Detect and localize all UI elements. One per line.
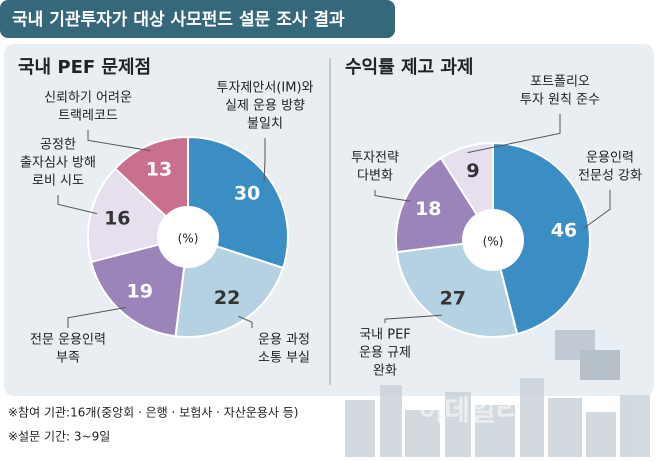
donut-slice bbox=[113, 135, 189, 218]
value-label: 22 bbox=[214, 287, 240, 309]
donut-slice bbox=[187, 135, 289, 270]
category-label: 소통 부실 bbox=[258, 351, 310, 366]
category-label: 투자전략 bbox=[351, 151, 399, 166]
category-label: 트랙레코드 bbox=[58, 109, 118, 124]
category-label: 포트폴리오 bbox=[530, 75, 590, 90]
donut-slice bbox=[89, 243, 186, 338]
donut-slice bbox=[395, 156, 479, 254]
leader-line bbox=[384, 314, 442, 323]
value-label: 19 bbox=[126, 280, 152, 302]
leader-line bbox=[263, 138, 266, 182]
chart-title: 국내 PEF 문제점 bbox=[18, 57, 151, 78]
category-label: 운용인력 bbox=[586, 151, 634, 166]
category-label: 운용 과정 bbox=[258, 333, 310, 348]
category-label: 투자제안서(IM)와 bbox=[217, 81, 314, 96]
category-label: 신뢰하기 어려운 bbox=[44, 91, 132, 106]
donut-slice bbox=[395, 242, 519, 338]
category-label: 부족 bbox=[56, 351, 80, 366]
category-label: 완화 bbox=[373, 364, 397, 379]
donut-slice bbox=[174, 245, 285, 338]
watermark: 이데일리 bbox=[418, 394, 521, 427]
value-label: 9 bbox=[466, 160, 479, 182]
leader-line bbox=[467, 114, 561, 154]
value-label: 18 bbox=[415, 198, 441, 220]
donut-slice bbox=[439, 141, 494, 217]
page-title: 국내 기관투자가 대상 사모펀드 설문 조사 결과 bbox=[12, 10, 345, 30]
footnote: ※설문 기간: 3~9일 bbox=[8, 430, 110, 444]
category-label: 전문성 강화 bbox=[578, 169, 642, 184]
leader-line bbox=[67, 307, 126, 328]
center-label: (%) bbox=[178, 232, 199, 246]
cityscape bbox=[345, 330, 650, 457]
category-label: 출자심사 방해 bbox=[20, 156, 96, 171]
donut-hole bbox=[464, 211, 522, 269]
category-label: 국내 PEF bbox=[359, 328, 411, 343]
leader-line bbox=[87, 130, 151, 152]
category-label: 불일치 bbox=[247, 117, 283, 132]
donut-hole bbox=[159, 208, 217, 266]
center-label: (%) bbox=[483, 235, 504, 249]
category-label: 운용 규제 bbox=[359, 346, 411, 361]
category-label: 투자 원칙 준수 bbox=[520, 93, 600, 108]
category-label: 실제 운용 방향 bbox=[225, 99, 305, 114]
value-label: 27 bbox=[440, 288, 466, 310]
category-label: 전문 운용인력 bbox=[30, 333, 106, 348]
value-label: 46 bbox=[551, 220, 577, 242]
category-label: 로비 시도 bbox=[32, 174, 84, 189]
value-label: 30 bbox=[234, 183, 260, 205]
value-label: 13 bbox=[146, 159, 172, 181]
category-label: 다변화 bbox=[357, 169, 393, 184]
value-label: 16 bbox=[104, 207, 130, 229]
category-label: 공정한 bbox=[40, 138, 76, 153]
leader-line bbox=[374, 190, 411, 202]
footnote: ※참여 기관:16개(중앙회 · 은행 · 보험사 · 자산운용사 등) bbox=[8, 405, 298, 420]
leader-line bbox=[57, 195, 98, 215]
leader-line bbox=[238, 315, 253, 328]
leader-line bbox=[582, 190, 611, 230]
chart-title: 수익률 제고 과제 bbox=[345, 57, 473, 78]
title-bar bbox=[0, 0, 395, 38]
donut-slice bbox=[87, 167, 168, 264]
donut-slice bbox=[492, 141, 592, 336]
